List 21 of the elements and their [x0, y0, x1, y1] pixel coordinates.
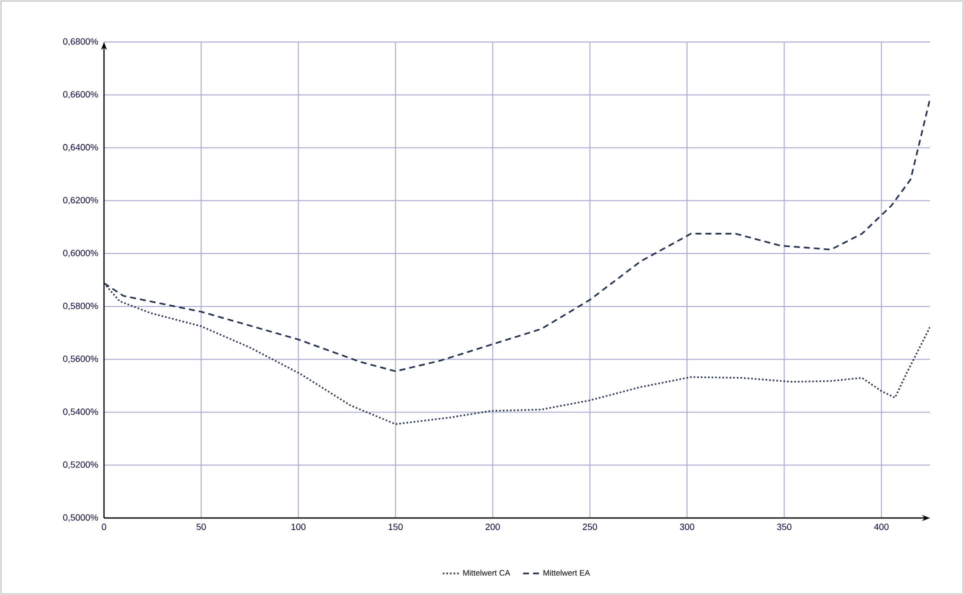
y-tick-label: 0,6000% [63, 250, 98, 258]
x-tick-label: 0 [102, 524, 106, 530]
y-tick-label: 0,5400% [63, 408, 98, 416]
x-tick-label: 250 [582, 524, 598, 530]
x-tick-label: 150 [388, 524, 403, 530]
y-tick-label: 0,5600% [63, 356, 98, 364]
y-tick-label: 0,5000% [63, 514, 98, 522]
y-tick-label: 0,5200% [63, 461, 98, 469]
x-tick-label: 200 [486, 524, 500, 530]
y-tick-label: 0,5800% [63, 302, 98, 310]
y-tick-label: 0,6600% [63, 91, 98, 99]
legend-label: Mittelwert CA [463, 570, 510, 576]
y-tick-label: 0,6400% [63, 144, 98, 152]
x-tick-label: 50 [196, 524, 206, 530]
x-tick-label: 300 [680, 524, 694, 530]
x-tick-label: 350 [777, 524, 792, 530]
x-tick-label: 100 [292, 524, 306, 530]
y-tick-label: 0,6200% [63, 196, 98, 204]
legend-label: Mittelwert EA [544, 570, 590, 576]
x-tick-label: 400 [874, 524, 889, 530]
y-tick-label: 0,6800% [63, 38, 98, 46]
